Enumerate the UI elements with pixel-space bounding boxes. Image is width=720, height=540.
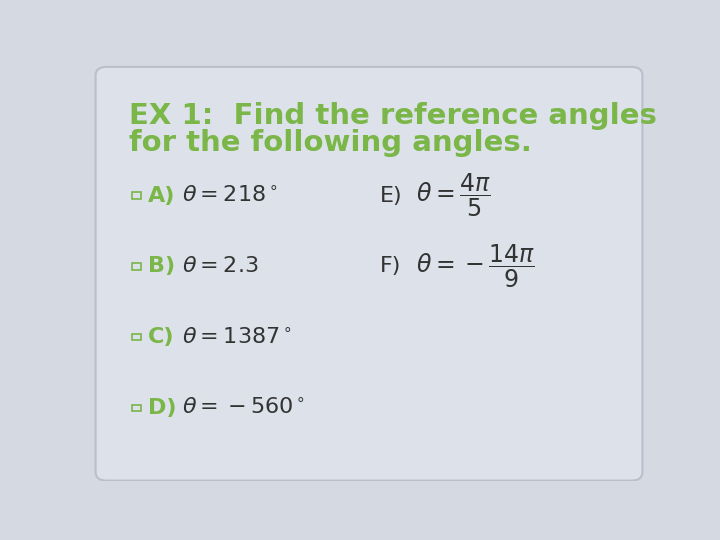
Text: $\theta = 218^\circ$: $\theta = 218^\circ$ [181,185,277,206]
Text: $\theta = -\dfrac{14\pi}{9}$: $\theta = -\dfrac{14\pi}{9}$ [416,243,536,290]
Text: D): D) [148,398,176,418]
Text: C): C) [148,327,174,347]
Text: $\theta = \dfrac{4\pi}{5}$: $\theta = \dfrac{4\pi}{5}$ [416,172,492,219]
Text: B): B) [148,256,175,276]
FancyBboxPatch shape [96,67,642,481]
Text: A): A) [148,186,176,206]
Text: $\theta = -560^\circ$: $\theta = -560^\circ$ [181,397,305,418]
Text: E): E) [380,186,402,206]
Text: for the following angles.: for the following angles. [129,129,532,157]
Text: $\theta = 1387^\circ$: $\theta = 1387^\circ$ [181,327,292,348]
Text: EX 1:  Find the reference angles: EX 1: Find the reference angles [129,102,657,130]
Text: F): F) [380,256,402,276]
Text: $\theta = 2.3$: $\theta = 2.3$ [181,256,258,276]
